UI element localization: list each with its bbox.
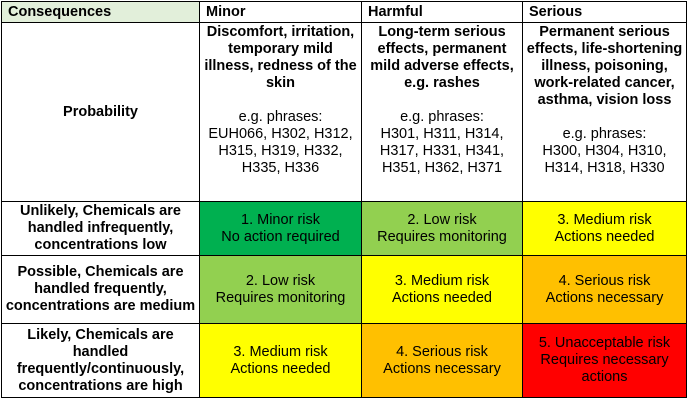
row-label: Possible, Chemicals are handled frequent… [1,255,200,324]
header-cell: Minor [199,1,362,23]
row-label: Unlikely, Chemicals are handled infreque… [1,201,200,256]
header-cell: Harmful [361,1,523,23]
risk-cell: 1. Minor risk No action required [199,201,362,256]
risk-action: Actions necessary [383,360,501,377]
phrases-label: e.g. phrases: [238,109,323,125]
probability-label: Probability [1,22,200,202]
risk-row: Likely, Chemicals are handled frequently… [1,323,687,398]
description-cell: Discomfort, irritation, temporary mild i… [199,22,362,202]
description-cell: Long-term serious effects, permanent mil… [361,22,523,202]
phrases-label: e.g. phrases: [562,126,647,142]
risk-cell: 3. Medium risk Actions needed [199,323,362,398]
risk-cell: 3. Medium risk Actions needed [361,255,523,324]
row-label: Likely, Chemicals are handled frequently… [1,323,200,398]
risk-level: 4. Serious risk [396,343,488,360]
header-cell: Serious [522,1,687,23]
header-row: Consequences Minor Harmful Serious [1,1,687,23]
risk-level: 4. Serious risk [558,272,651,289]
risk-action: Requires monitoring [215,289,346,306]
risk-cell: 5. Unacceptable risk Requires necessary a… [522,323,687,398]
risk-action: No action required [221,228,340,245]
risk-cell: 4. Serious risk Actions necessary [361,323,523,398]
risk-level: 3. Medium risk [394,272,490,289]
risk-action: Actions needed [554,228,655,245]
risk-row: Unlikely, Chemicals are handled infreque… [1,201,687,256]
risk-action: Requires necessary actions [540,352,669,385]
effects: Discomfort, irritation, temporary mild i… [204,24,357,91]
risk-cell: 3. Medium risk Actions needed [522,201,687,256]
effects: Permanent serious effects, life-shorteni… [526,24,683,108]
phrases-label: e.g. phrases: [400,109,484,125]
risk-action: Requires monitoring [377,228,507,245]
risk-cell: 4. Serious risk Actions necessary [522,255,687,324]
risk-level: 2. Low risk [245,272,316,289]
risk-cell: 2. Low risk Requires monitoring [361,201,523,256]
effects: Long-term serious effects, permanent mil… [370,24,514,91]
phrases: EUH066, H302, H312, H315, H319, H332, H3… [208,126,353,176]
header-cell: Consequences [1,1,200,23]
phrases: H301, H311, H314, H317, H331, H341, H351… [379,126,505,176]
risk-matrix: Consequences Minor Harmful Serious Probabili… [1,1,687,398]
risk-cell: 2. Low risk Requires monitoring [199,255,362,324]
description-row: Probability Discomfort, irritation, tempo… [1,22,687,202]
risk-level: 5. Unacceptable risk [538,335,671,351]
risk-row: Possible, Chemicals are handled frequent… [1,255,687,324]
phrases: H300, H304, H310, H314, H318, H330 [542,143,667,176]
risk-level: 3. Medium risk [557,211,652,228]
risk-action: Actions necessary [545,289,664,306]
risk-level: 2. Low risk [407,211,477,228]
risk-level: 1. Minor risk [241,211,320,228]
risk-level: 3. Medium risk [233,343,328,360]
risk-action: Actions needed [230,360,331,377]
risk-action: Actions needed [392,289,492,306]
description-cell: Permanent serious effects, life-shorteni… [522,22,687,202]
